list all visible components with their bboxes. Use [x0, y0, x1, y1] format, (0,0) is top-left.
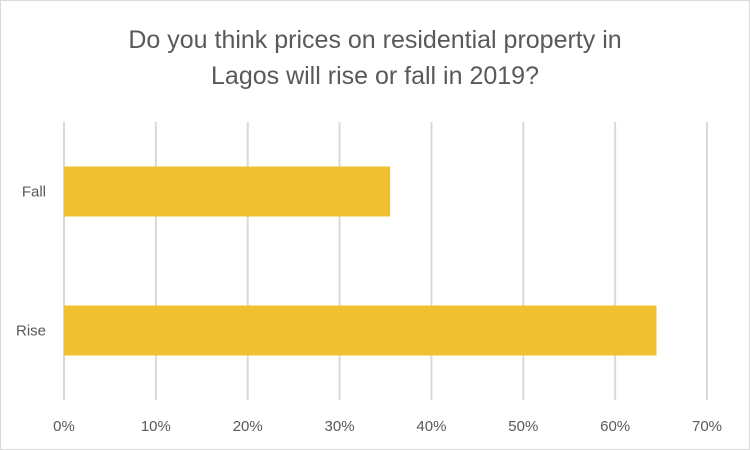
- bar-rise: [64, 305, 657, 356]
- x-tick-label: 70%: [692, 418, 722, 435]
- x-tick-label: 30%: [325, 418, 355, 435]
- y-tick-label: Rise: [16, 323, 46, 340]
- x-tick-label: 60%: [600, 418, 630, 435]
- bar-fall: [64, 166, 391, 217]
- x-tick-label: 50%: [508, 418, 538, 435]
- x-tick-label: 20%: [233, 418, 263, 435]
- x-tick-label: 10%: [141, 418, 171, 435]
- x-tick-label: 0%: [53, 418, 75, 435]
- chart-title-line-2: Lagos will rise or fall in 2019?: [211, 62, 539, 90]
- y-tick-label: Fall: [22, 184, 46, 201]
- chart-title: Do you think prices on residential prope…: [0, 22, 750, 94]
- chart-title-line-1: Do you think prices on residential prope…: [128, 26, 622, 54]
- x-tick-label: 40%: [416, 418, 446, 435]
